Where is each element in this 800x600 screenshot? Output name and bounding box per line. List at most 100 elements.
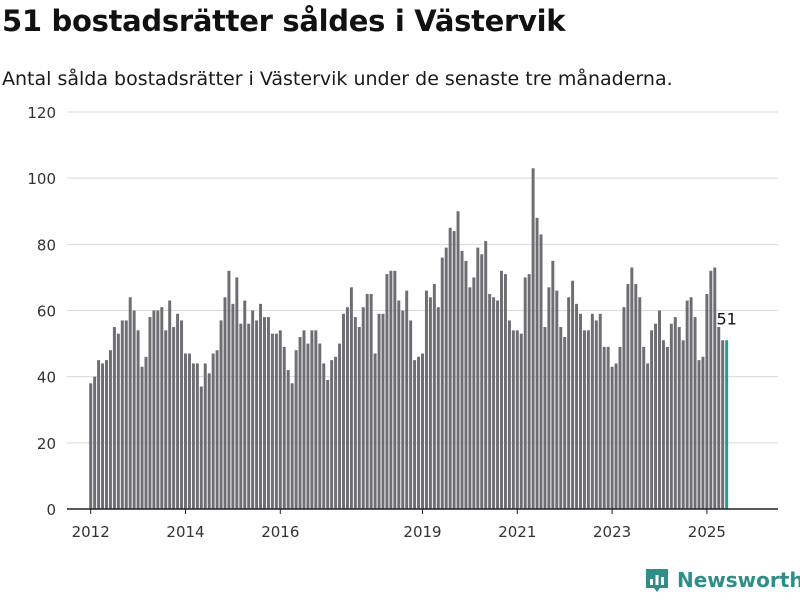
highlighted-bar xyxy=(725,340,729,509)
bar xyxy=(436,307,440,509)
bar xyxy=(377,313,381,509)
x-tick-label: 2019 xyxy=(403,523,441,541)
bar xyxy=(97,360,101,510)
bar xyxy=(369,293,373,509)
bar xyxy=(567,297,571,509)
newsworthy-logo-icon xyxy=(646,569,668,592)
bar xyxy=(176,313,180,509)
bar xyxy=(472,277,476,509)
bar xyxy=(464,260,468,510)
bar xyxy=(440,257,444,509)
bar xyxy=(156,310,160,509)
bar xyxy=(669,323,673,509)
bar xyxy=(361,307,365,509)
bar xyxy=(681,340,685,509)
bar xyxy=(571,280,575,509)
bar xyxy=(227,270,231,509)
bar xyxy=(231,303,235,509)
bar xyxy=(630,267,634,509)
bar xyxy=(172,327,176,509)
bar xyxy=(397,300,401,509)
bar xyxy=(488,293,492,509)
bar xyxy=(551,260,555,510)
bar xyxy=(306,343,310,509)
bar xyxy=(270,333,274,509)
bar xyxy=(342,313,345,509)
bar xyxy=(547,287,551,509)
bar xyxy=(294,350,298,509)
x-tick-label: 2021 xyxy=(498,523,536,541)
bar xyxy=(634,284,638,509)
bar xyxy=(235,277,239,509)
bar xyxy=(373,353,377,509)
y-tick-label: 80 xyxy=(37,236,56,254)
bar xyxy=(239,323,243,509)
bar xyxy=(152,310,156,509)
bar xyxy=(243,300,247,509)
bar xyxy=(503,274,507,509)
bar xyxy=(187,353,191,509)
bar xyxy=(211,353,215,509)
bar xyxy=(180,320,184,509)
bar xyxy=(93,376,97,509)
bar xyxy=(705,293,709,509)
bar xyxy=(697,360,701,510)
bar xyxy=(717,327,721,509)
bar xyxy=(685,300,689,509)
bar xyxy=(511,330,515,509)
bar xyxy=(409,320,413,509)
bar xyxy=(468,287,472,509)
bar xyxy=(638,297,642,509)
bar xyxy=(203,363,207,509)
bar xyxy=(539,234,543,509)
bar xyxy=(132,310,136,509)
bar xyxy=(136,330,140,509)
y-tick-label: 0 xyxy=(46,501,56,519)
bar xyxy=(448,227,452,510)
bar xyxy=(357,327,361,509)
y-tick-label: 20 xyxy=(37,435,56,453)
bar xyxy=(405,290,409,509)
bar xyxy=(523,277,527,509)
bar xyxy=(223,297,227,509)
bar xyxy=(444,247,448,509)
bar xyxy=(535,217,539,509)
bar xyxy=(598,313,602,509)
bar xyxy=(330,360,334,510)
y-tick-label: 120 xyxy=(27,104,56,122)
bar xyxy=(195,363,199,509)
bar xyxy=(160,307,164,509)
bar xyxy=(266,317,270,509)
bar xyxy=(618,346,622,509)
bar xyxy=(184,353,187,509)
bar xyxy=(310,330,314,509)
bar xyxy=(385,274,389,509)
chart-title: 51 bostadsrätter såldes i Västervik xyxy=(2,4,566,38)
bar xyxy=(105,360,108,510)
bar xyxy=(334,356,338,509)
bar xyxy=(531,168,535,510)
bar xyxy=(247,323,251,509)
bar xyxy=(101,363,105,509)
bar xyxy=(199,386,203,509)
x-tick-label: 2025 xyxy=(688,523,726,541)
value-annotation: 51 xyxy=(716,309,736,328)
x-tick-label: 2016 xyxy=(261,523,299,541)
bar xyxy=(108,350,112,509)
bar xyxy=(602,346,606,509)
y-tick-label: 60 xyxy=(37,303,56,321)
bar xyxy=(318,343,322,509)
chart-subtitle: Antal sålda bostadsrätter i Västervik un… xyxy=(2,68,673,90)
y-tick-label: 40 xyxy=(37,369,56,387)
x-tick-label: 2023 xyxy=(593,523,631,541)
bar xyxy=(314,330,318,509)
bar xyxy=(515,330,519,509)
bar xyxy=(614,363,618,509)
brand-logo[interactable]: Newsworthy xyxy=(643,566,800,594)
bar xyxy=(650,330,654,509)
bar xyxy=(278,330,282,509)
bar xyxy=(527,274,531,509)
bar xyxy=(302,330,306,509)
bar xyxy=(456,211,460,509)
bar xyxy=(721,340,725,509)
